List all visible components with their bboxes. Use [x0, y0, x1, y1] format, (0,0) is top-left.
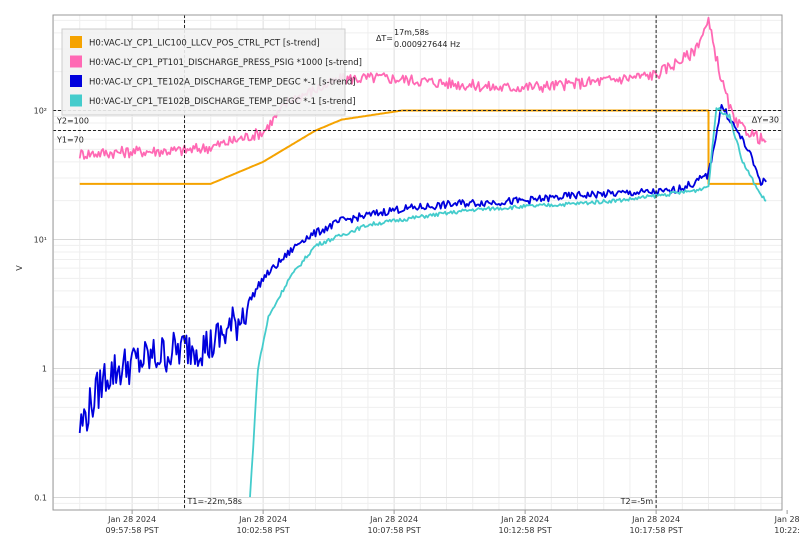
cursor-t1-label: T1=-22m,58s — [187, 497, 242, 506]
plot-area — [78, 16, 767, 498]
cursor-y1-label: Y1=70 — [56, 135, 84, 144]
cursor-delta-t-value: 17m,58s — [394, 28, 429, 37]
y-axis-label: V — [15, 265, 24, 271]
cursor-y2-label: Y2=100 — [56, 117, 89, 126]
cursor-delta-t-frequency: 0.000927644 Hz — [394, 40, 460, 49]
x-tick-label-time: 10:22: — [774, 526, 800, 535]
legend-swatch-te102a — [70, 75, 82, 87]
x-tick-label-date: Jan 28 — [774, 515, 800, 524]
x-tick-label-date: Jan 28 2024 — [238, 515, 287, 524]
legend-swatch-te102b — [70, 94, 82, 107]
plot-frame — [52, 14, 783, 511]
legend-label-te102b: H0:VAC-LY_CP1_TE102B_DISCHARGE_TEMP_DEGC… — [89, 97, 356, 107]
cursor-delta-t-symbol: ΔT= — [376, 34, 393, 43]
x-tick-label-date: Jan 28 2024 — [107, 515, 156, 524]
legend-box — [61, 28, 346, 116]
series-line-pt101 — [78, 16, 767, 160]
axes: 0.1 1 10¹ 10² V Jan 28 2024 09:57:58 PST Jan 28… — [15, 14, 800, 535]
legend-label-pt101: H0:VAC-LY_CP1_PT101_DISCHARGE_PRESS_PSIG… — [89, 58, 362, 68]
x-tick-label-date: Jan 28 2024 — [369, 515, 418, 524]
x-tick-label-time: 09:57:58 PST — [105, 526, 158, 535]
y-tick-label: 10² — [34, 107, 47, 116]
x-tick-label-time: 10:17:58 PST — [629, 526, 682, 535]
y-tick-label: 0.1 — [34, 493, 47, 502]
x-tick-label-date: Jan 28 2024 — [631, 515, 680, 524]
cursor-t2-label: T2=-5m — [620, 497, 654, 506]
series-line-te102b — [249, 107, 767, 498]
legend-label-lic100: H0:VAC-LY_CP1_LIC100_LLCV_POS_CTRL_PCT [… — [89, 39, 320, 49]
x-tick-label-time: 10:12:58 PST — [498, 526, 551, 535]
x-tick-label-date: Jan 28 2024 — [500, 515, 549, 524]
series-line-te102a — [78, 104, 767, 434]
y-tick-label: 10¹ — [34, 236, 47, 245]
x-tick-label-time: 10:02:58 PST — [236, 526, 289, 535]
legend-swatch-pt101 — [70, 55, 82, 68]
legend[interactable]: H0:VAC-LY_CP1_LIC100_LLCV_POS_CTRL_PCT [… — [61, 28, 362, 116]
legend-swatch-lic100 — [70, 36, 82, 48]
y-tick-label: 1 — [42, 365, 47, 374]
x-tick-label-time: 10:07:58 PST — [367, 526, 420, 535]
legend-label-te102a: H0:VAC-LY_CP1_TE102A_DISCHARGE_TEMP_DEGC… — [89, 78, 356, 88]
cursor-delta-y-label: ΔY=30 — [752, 116, 779, 125]
